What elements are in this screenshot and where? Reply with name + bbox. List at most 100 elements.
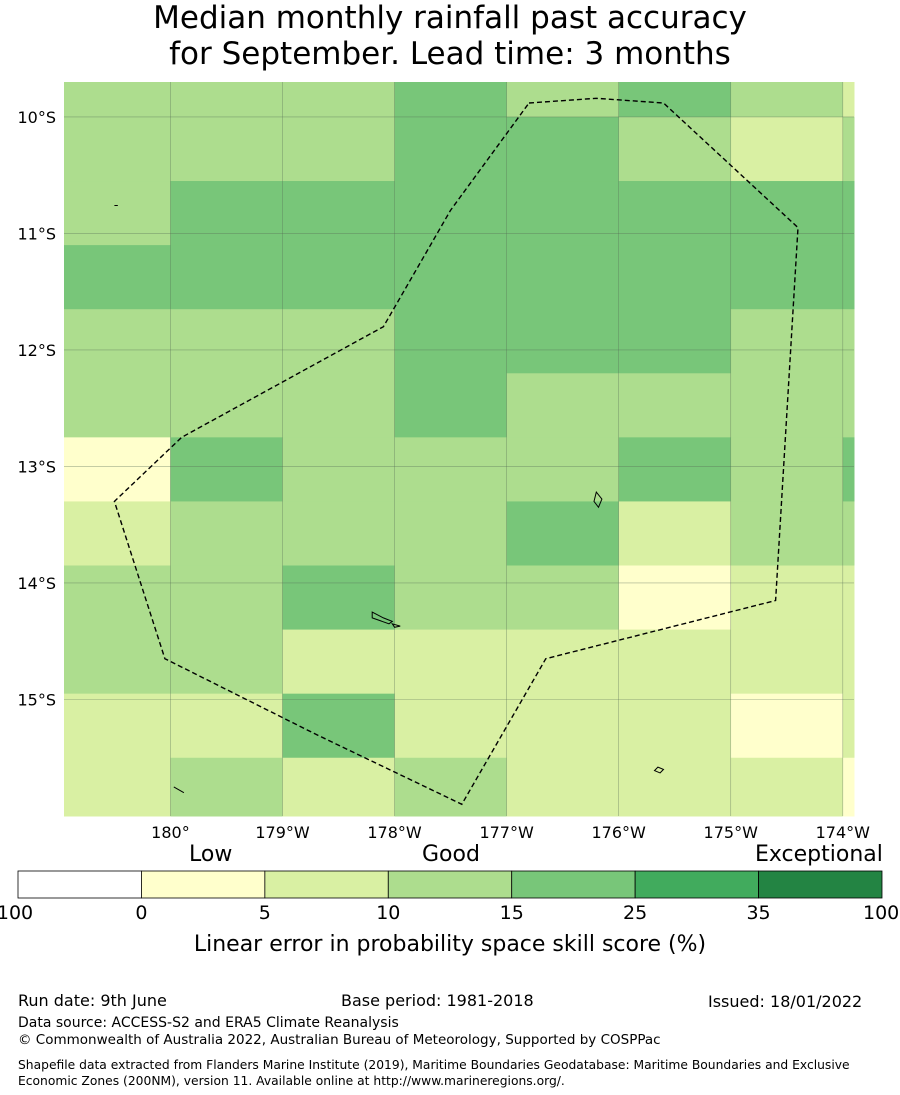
grid-cell <box>64 501 171 567</box>
islands <box>114 205 665 794</box>
grid-cell <box>618 373 732 438</box>
grid-cell <box>506 116 620 182</box>
grid-cell <box>64 82 171 118</box>
grid-cell <box>282 245 396 310</box>
grid-cell <box>170 309 284 374</box>
colorbar-segment <box>141 870 266 899</box>
grid-cell <box>394 181 508 246</box>
lat-tick-label: 15°S <box>17 690 56 709</box>
grid-cell <box>394 629 508 695</box>
colorbar-tick-label: 100 <box>863 902 900 924</box>
grid-cell <box>394 309 508 374</box>
lon-tick-label: 175°W <box>704 823 759 842</box>
grid-cell <box>170 501 284 567</box>
grid-cell <box>506 309 620 374</box>
grid-cell <box>394 245 508 310</box>
grid-cell <box>64 116 171 182</box>
grid-cell <box>506 501 620 567</box>
grid-cell <box>282 437 396 502</box>
grid-cell <box>282 82 396 118</box>
colorbar-segment <box>387 870 513 899</box>
grid-cell <box>730 693 844 759</box>
legend-exceptional-label: Exceptional <box>755 842 883 867</box>
grid-cell <box>394 501 508 567</box>
lat-tick-label: 13°S <box>17 457 56 476</box>
colorbar-segment <box>511 870 636 899</box>
grid-cell <box>618 309 732 374</box>
copyright: © Commonwealth of Australia 2022, Austra… <box>18 1032 661 1048</box>
grid-cell <box>842 565 855 631</box>
grid-cell <box>842 245 855 310</box>
colorbar-tick-label: 5 <box>258 902 271 924</box>
grid-cell <box>842 309 855 374</box>
colorbar-tick-label: 0 <box>135 902 148 924</box>
grid-cell <box>506 82 620 118</box>
grid-cell <box>730 116 844 182</box>
grid-cell <box>842 82 855 118</box>
grid-cell <box>730 309 844 374</box>
grid-cell <box>842 629 855 695</box>
island-outline <box>173 786 185 794</box>
grid-cell <box>170 565 284 631</box>
grid-cell <box>730 437 844 502</box>
grid-cell <box>394 757 508 817</box>
colorbar-tick-label: 35 <box>746 902 771 924</box>
colorbar-tick-label: 10 <box>376 902 401 924</box>
grid-cell <box>618 629 732 695</box>
island-outline <box>653 766 665 774</box>
colorbar <box>17 870 883 899</box>
grid-cell <box>842 116 855 182</box>
legend-low-label: Low <box>189 842 233 867</box>
lon-tick-label: 174°W <box>816 823 871 842</box>
grid-cell <box>842 501 855 567</box>
grid-cell <box>618 181 732 246</box>
grid-cell <box>64 693 171 759</box>
data-source: Data source: ACCESS-S2 and ERA5 Climate … <box>18 1015 399 1031</box>
grid-cell <box>170 629 284 695</box>
grid-cell <box>506 437 620 502</box>
grid-cell <box>730 181 844 246</box>
lat-tick-label: 12°S <box>17 341 56 360</box>
grid-cell <box>170 116 284 182</box>
map-title: Median monthly rainfall past accuracy fo… <box>0 0 900 72</box>
grid-cell <box>64 373 171 438</box>
lon-tick-label: 178°W <box>367 823 422 842</box>
lat-tick-label: 11°S <box>17 224 56 243</box>
grid-cell <box>394 373 508 438</box>
grid-cell <box>506 181 620 246</box>
grid-cell <box>842 693 855 759</box>
grid-cell <box>170 245 284 310</box>
grid-cell <box>506 693 620 759</box>
colorbar-title: Linear error in probability space skill … <box>193 932 707 957</box>
shapefile-credit: Shapefile data extracted from Flanders M… <box>18 1058 850 1088</box>
grid-cell <box>394 82 508 118</box>
grid-cell <box>842 181 855 246</box>
lon-tick-label: 179°W <box>255 823 310 842</box>
run-date: Run date: 9th June <box>18 991 167 1010</box>
grid-cell <box>282 309 396 374</box>
lat-tick-label: 14°S <box>17 574 56 593</box>
island-outline <box>593 490 603 509</box>
grid-cell <box>618 757 732 817</box>
grid-cell <box>506 565 620 631</box>
grid-cell <box>282 116 396 182</box>
lat-tick-label: 10°S <box>17 108 56 127</box>
grid-cell <box>730 82 844 118</box>
grid-cell <box>730 501 844 567</box>
issued-date: Issued: 18/01/2022 <box>708 992 863 1011</box>
colorbar-segment <box>634 870 759 899</box>
map-title-line-2: for September. Lead time: 3 months <box>169 36 731 72</box>
eez-boundary <box>113 97 799 806</box>
grid-cell <box>618 501 732 567</box>
grid-cell <box>64 629 171 695</box>
grid-cell <box>618 565 732 631</box>
grid-cell <box>64 565 171 631</box>
grid-cell <box>282 693 396 759</box>
colorbar-segment <box>264 870 389 899</box>
grid-cell <box>282 757 396 817</box>
base-period: Base period: 1981-2018 <box>341 991 534 1010</box>
grid-cell <box>842 437 855 502</box>
grid-cell <box>506 245 620 310</box>
grid-cell <box>170 437 284 502</box>
grid-cell <box>730 757 844 817</box>
